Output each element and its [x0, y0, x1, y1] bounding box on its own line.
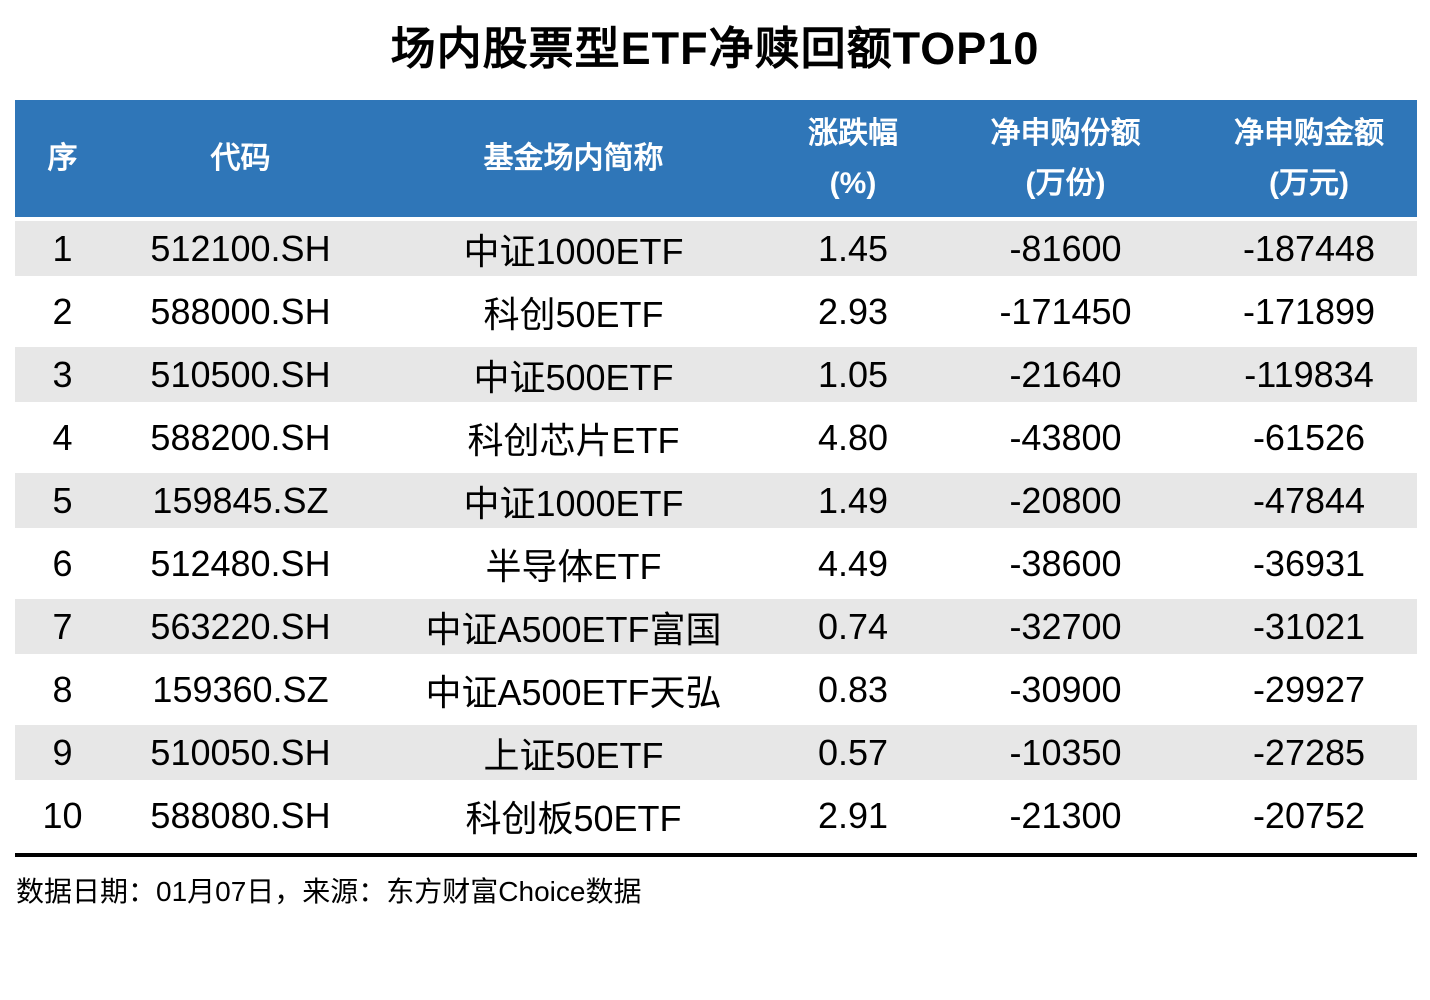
name-cell: 中证A500ETF天弘: [371, 662, 776, 725]
table-row: 1 512100.SH 中证1000ETF 1.45 -81600 -18744…: [15, 221, 1417, 284]
change-cell: 0.83: [776, 662, 930, 725]
header-change-pct-unit: (%): [829, 166, 877, 200]
code-cell: 588080.SH: [110, 788, 371, 851]
net-amount-cell: -187448: [1201, 221, 1417, 284]
data-source-note: 数据日期：01月07日，来源：东方财富Choice数据: [16, 876, 642, 907]
rank-cell: 2: [15, 284, 110, 347]
header-net-shares: 净申购份额 (万份): [930, 100, 1201, 221]
header-net-amount-label: 净申购金额: [1234, 116, 1384, 150]
net-amount-cell: -61526: [1201, 410, 1417, 473]
net-shares-cell: -81600: [930, 221, 1201, 284]
net-shares-cell: -20800: [930, 473, 1201, 536]
header-code: 代码: [110, 100, 371, 221]
net-shares-cell: -30900: [930, 662, 1201, 725]
net-shares-cell: -21640: [930, 347, 1201, 410]
change-cell: 2.93: [776, 284, 930, 347]
code-cell: 159360.SZ: [110, 662, 371, 725]
net-amount-cell: -171899: [1201, 284, 1417, 347]
header-net-shares-label: 净申购份额: [990, 116, 1141, 150]
net-shares-cell: -21300: [930, 788, 1201, 851]
header-change-pct: 涨跌幅 (%): [776, 100, 930, 221]
name-cell: 中证1000ETF: [371, 473, 776, 536]
name-cell: 中证500ETF: [371, 347, 776, 410]
net-shares-cell: -38600: [930, 536, 1201, 599]
rank-cell: 7: [15, 599, 110, 662]
table-row: 4 588200.SH 科创芯片ETF 4.80 -43800 -61526: [15, 410, 1417, 473]
etf-table: 序 代码 基金场内简称 涨跌幅 (%) 净申购份额 (万份): [15, 100, 1417, 851]
code-cell: 159845.SZ: [110, 473, 371, 536]
code-cell: 588200.SH: [110, 410, 371, 473]
header-code-label: 代码: [210, 141, 271, 175]
header-rank: 序: [15, 100, 110, 221]
code-cell: 563220.SH: [110, 599, 371, 662]
net-amount-cell: -20752: [1201, 788, 1417, 851]
rank-cell: 6: [15, 536, 110, 599]
code-cell: 510050.SH: [110, 725, 371, 788]
code-cell: 512100.SH: [110, 221, 371, 284]
rank-cell: 5: [15, 473, 110, 536]
etf-table-body: 1 512100.SH 中证1000ETF 1.45 -81600 -18744…: [15, 221, 1417, 851]
change-cell: 1.45: [776, 221, 930, 284]
net-shares-cell: -10350: [930, 725, 1201, 788]
change-cell: 1.49: [776, 473, 930, 536]
code-cell: 588000.SH: [110, 284, 371, 347]
net-amount-cell: -119834: [1201, 347, 1417, 410]
net-shares-cell: -32700: [930, 599, 1201, 662]
rank-cell: 3: [15, 347, 110, 410]
etf-table-header: 序 代码 基金场内简称 涨跌幅 (%) 净申购份额 (万份): [15, 100, 1417, 221]
footer-divider-line: [15, 853, 1417, 857]
code-cell: 512480.SH: [110, 536, 371, 599]
net-amount-cell: -47844: [1201, 473, 1417, 536]
code-cell: 510500.SH: [110, 347, 371, 410]
name-cell: 科创50ETF: [371, 284, 776, 347]
change-cell: 4.49: [776, 536, 930, 599]
header-net-shares-unit: (万份): [1025, 166, 1106, 200]
net-amount-cell: -36931: [1201, 536, 1417, 599]
header-net-amount: 净申购金额 (万元): [1201, 100, 1417, 221]
header-fund-name: 基金场内简称: [371, 100, 776, 221]
change-cell: 4.80: [776, 410, 930, 473]
rank-cell: 1: [15, 221, 110, 284]
page-title: 场内股票型ETF净赎回额TOP10: [390, 23, 1040, 74]
net-amount-cell: -29927: [1201, 662, 1417, 725]
net-shares-cell: -43800: [930, 410, 1201, 473]
name-cell: 科创芯片ETF: [371, 410, 776, 473]
table-row: 10 588080.SH 科创板50ETF 2.91 -21300 -20752: [15, 788, 1417, 851]
rank-cell: 8: [15, 662, 110, 725]
net-amount-cell: -27285: [1201, 725, 1417, 788]
net-amount-cell: -31021: [1201, 599, 1417, 662]
table-row: 9 510050.SH 上证50ETF 0.57 -10350 -27285: [15, 725, 1417, 788]
net-shares-cell: -171450: [930, 284, 1201, 347]
change-cell: 2.91: [776, 788, 930, 851]
table-row: 3 510500.SH 中证500ETF 1.05 -21640 -119834: [15, 347, 1417, 410]
name-cell: 中证A500ETF富国: [371, 599, 776, 662]
header-change-pct-label: 涨跌幅: [808, 116, 898, 150]
name-cell: 上证50ETF: [371, 725, 776, 788]
rank-cell: 4: [15, 410, 110, 473]
rank-cell: 9: [15, 725, 110, 788]
rank-cell: 10: [15, 788, 110, 851]
name-cell: 科创板50ETF: [371, 788, 776, 851]
change-cell: 0.74: [776, 599, 930, 662]
table-row: 6 512480.SH 半导体ETF 4.49 -38600 -36931: [15, 536, 1417, 599]
table-row: 5 159845.SZ 中证1000ETF 1.49 -20800 -47844: [15, 473, 1417, 536]
header-rank-label: 序: [47, 141, 78, 175]
table-row: 8 159360.SZ 中证A500ETF天弘 0.83 -30900 -299…: [15, 662, 1417, 725]
name-cell: 中证1000ETF: [371, 221, 776, 284]
name-cell: 半导体ETF: [371, 536, 776, 599]
table-row: 2 588000.SH 科创50ETF 2.93 -171450 -171899: [15, 284, 1417, 347]
header-fund-name-label: 基金场内简称: [483, 141, 664, 175]
table-row: 7 563220.SH 中证A500ETF富国 0.74 -32700 -310…: [15, 599, 1417, 662]
change-cell: 0.57: [776, 725, 930, 788]
header-net-amount-unit: (万元): [1269, 166, 1349, 200]
change-cell: 1.05: [776, 347, 930, 410]
